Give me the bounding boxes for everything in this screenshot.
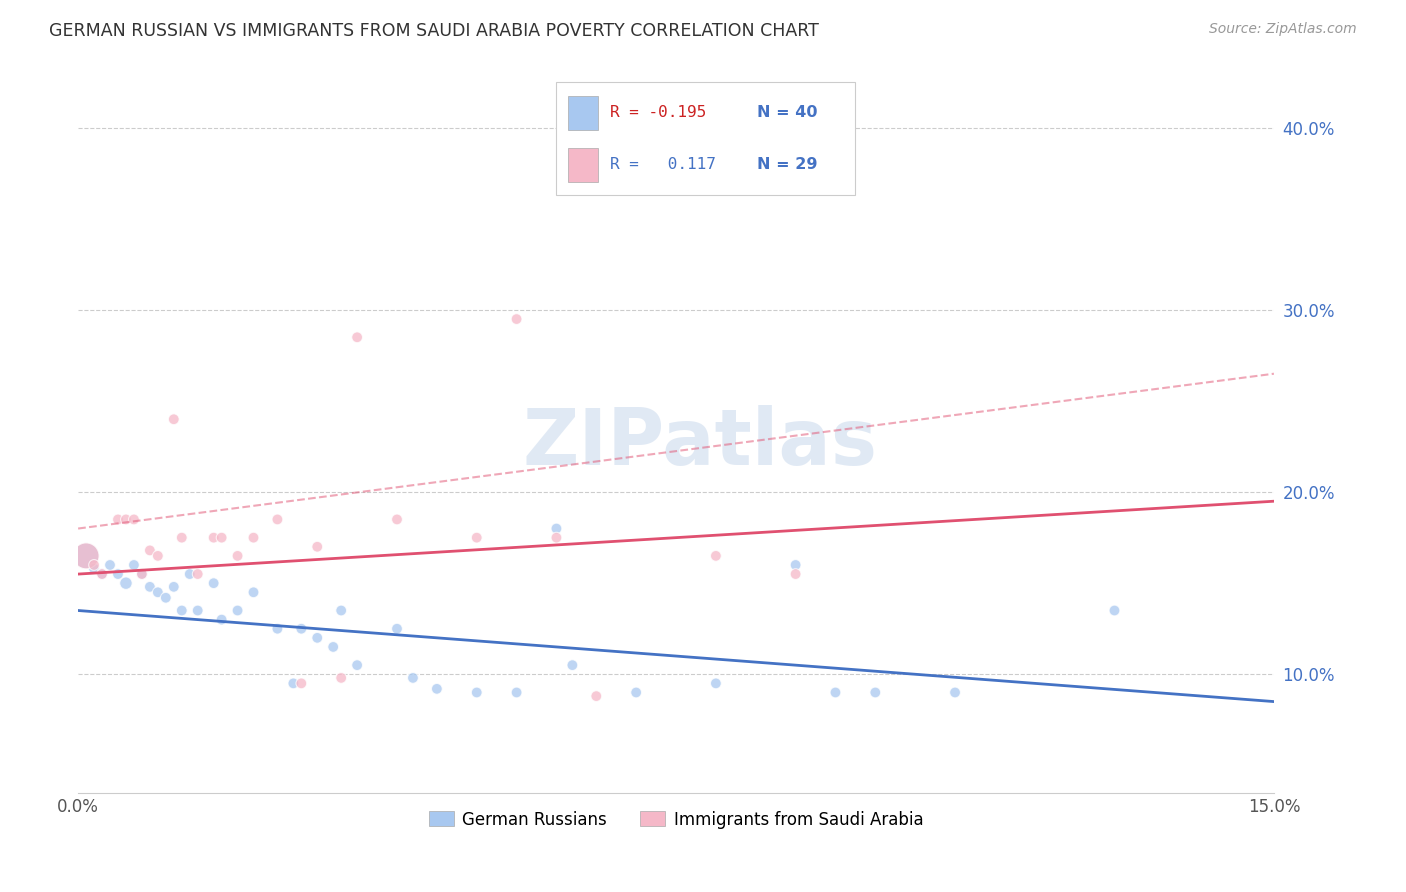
Point [170, 531, 193, 545]
Point [187, 603, 209, 617]
Point [242, 585, 264, 599]
Point [163, 580, 186, 594]
Point [704, 549, 727, 563]
Point [139, 580, 162, 594]
Point [307, 631, 329, 645]
Point [155, 591, 177, 605]
Point [131, 567, 153, 582]
Point [465, 685, 488, 699]
Point [91, 567, 114, 582]
Point [146, 549, 169, 563]
Point [346, 658, 368, 673]
Point [75, 549, 97, 563]
Point [546, 531, 568, 545]
Point [824, 685, 846, 699]
Point [283, 676, 305, 690]
Point [179, 567, 201, 582]
Point [83, 561, 105, 575]
Point [943, 685, 966, 699]
Point [561, 658, 583, 673]
Text: Source: ZipAtlas.com: Source: ZipAtlas.com [1209, 22, 1357, 37]
Point [131, 567, 153, 582]
Point [505, 312, 527, 326]
Point [290, 622, 312, 636]
Point [402, 671, 425, 685]
Point [75, 549, 97, 563]
Point [107, 567, 129, 582]
Point [226, 603, 249, 617]
Point [665, 179, 688, 194]
Point [226, 549, 249, 563]
Point [163, 412, 186, 426]
Point [307, 540, 329, 554]
Point [465, 531, 488, 545]
Point [91, 567, 114, 582]
Point [211, 613, 233, 627]
Text: GERMAN RUSSIAN VS IMMIGRANTS FROM SAUDI ARABIA POVERTY CORRELATION CHART: GERMAN RUSSIAN VS IMMIGRANTS FROM SAUDI … [49, 22, 820, 40]
Point [1104, 603, 1126, 617]
Point [146, 585, 169, 599]
Legend: German Russians, Immigrants from Saudi Arabia: German Russians, Immigrants from Saudi A… [422, 804, 929, 835]
Point [266, 512, 288, 526]
Point [704, 676, 727, 690]
Point [211, 531, 233, 545]
Point [122, 558, 145, 572]
Point [170, 603, 193, 617]
Point [385, 622, 408, 636]
Point [346, 330, 368, 344]
Point [122, 512, 145, 526]
Point [785, 567, 807, 582]
Point [865, 685, 887, 699]
Point [505, 685, 527, 699]
Point [83, 558, 105, 572]
Point [585, 689, 607, 703]
Point [139, 543, 162, 558]
Point [115, 576, 138, 591]
Point [385, 512, 408, 526]
Point [202, 576, 225, 591]
Point [187, 567, 209, 582]
Point [330, 603, 353, 617]
Text: ZIPatlas: ZIPatlas [523, 405, 877, 481]
Point [290, 676, 312, 690]
Point [322, 640, 344, 654]
Point [115, 512, 138, 526]
Point [624, 685, 647, 699]
Point [266, 622, 288, 636]
Point [107, 512, 129, 526]
Point [546, 522, 568, 536]
Point [242, 531, 264, 545]
Point [426, 681, 449, 696]
Point [330, 671, 353, 685]
Point [98, 558, 121, 572]
Point [785, 558, 807, 572]
Point [202, 531, 225, 545]
